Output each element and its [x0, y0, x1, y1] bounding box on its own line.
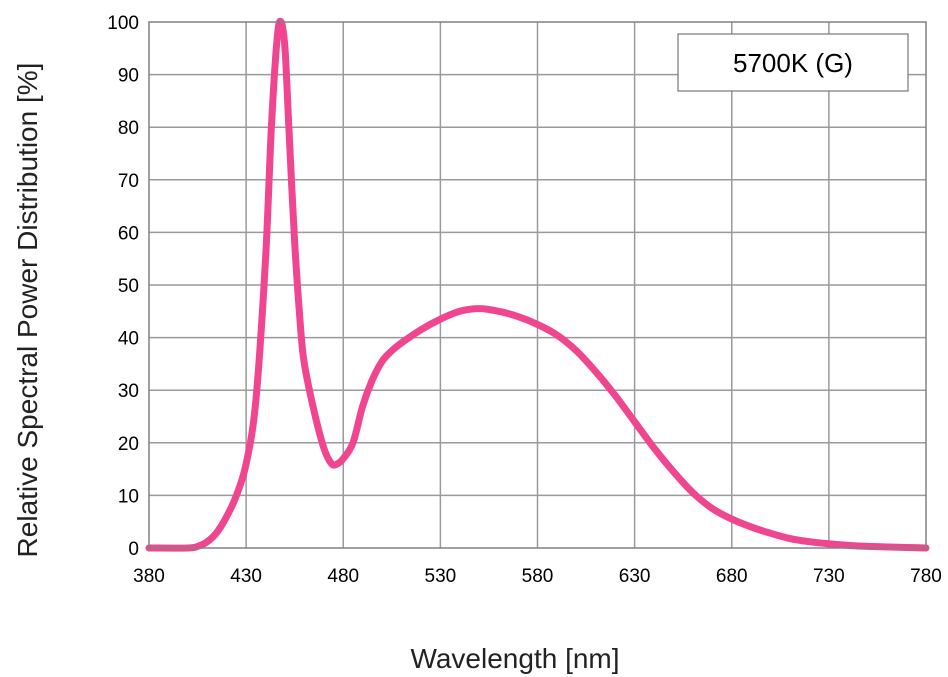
y-tick-label: 40: [118, 329, 139, 350]
legend-frame: [677, 33, 909, 92]
y-tick-label: 50: [118, 276, 139, 297]
y-tick-label: 80: [118, 118, 139, 139]
x-tick-label: 430: [230, 566, 262, 587]
x-tick-label: 780: [910, 566, 942, 587]
y-tick-label: 10: [118, 486, 139, 507]
series-lines: [145, 17, 930, 552]
x-tick-label: 580: [522, 566, 554, 587]
x-tick-label: 630: [619, 566, 651, 587]
x-tick-label: 730: [813, 566, 845, 587]
x-tick-label: 380: [133, 566, 165, 587]
x-tick-label: 480: [327, 566, 359, 587]
x-tick-label: 530: [425, 566, 457, 587]
plot-frame: [148, 21, 927, 549]
y-axis-title: Relative Spectral Power Distribution [%]: [12, 63, 43, 558]
x-tick-label: 680: [716, 566, 748, 587]
legend-label: 5700K (G): [733, 48, 853, 78]
legend-box: 5700K (G): [677, 33, 909, 92]
grid: [149, 22, 926, 548]
y-tick-label: 90: [118, 66, 139, 87]
y-tick-label: 20: [118, 434, 139, 455]
y-tick-label: 30: [118, 381, 139, 402]
y-tick-label: 100: [107, 13, 139, 34]
x-axis-title: Wavelength [nm]: [410, 643, 619, 674]
y-tick-label: 60: [118, 223, 139, 244]
series-line: [145, 17, 930, 552]
y-tick-label: 0: [128, 539, 139, 560]
tick-labels: 380 430 480 530 580 630 680 730 780 0 10 20 30 40 50 60…: [107, 13, 942, 587]
y-tick-label: 70: [118, 171, 139, 192]
